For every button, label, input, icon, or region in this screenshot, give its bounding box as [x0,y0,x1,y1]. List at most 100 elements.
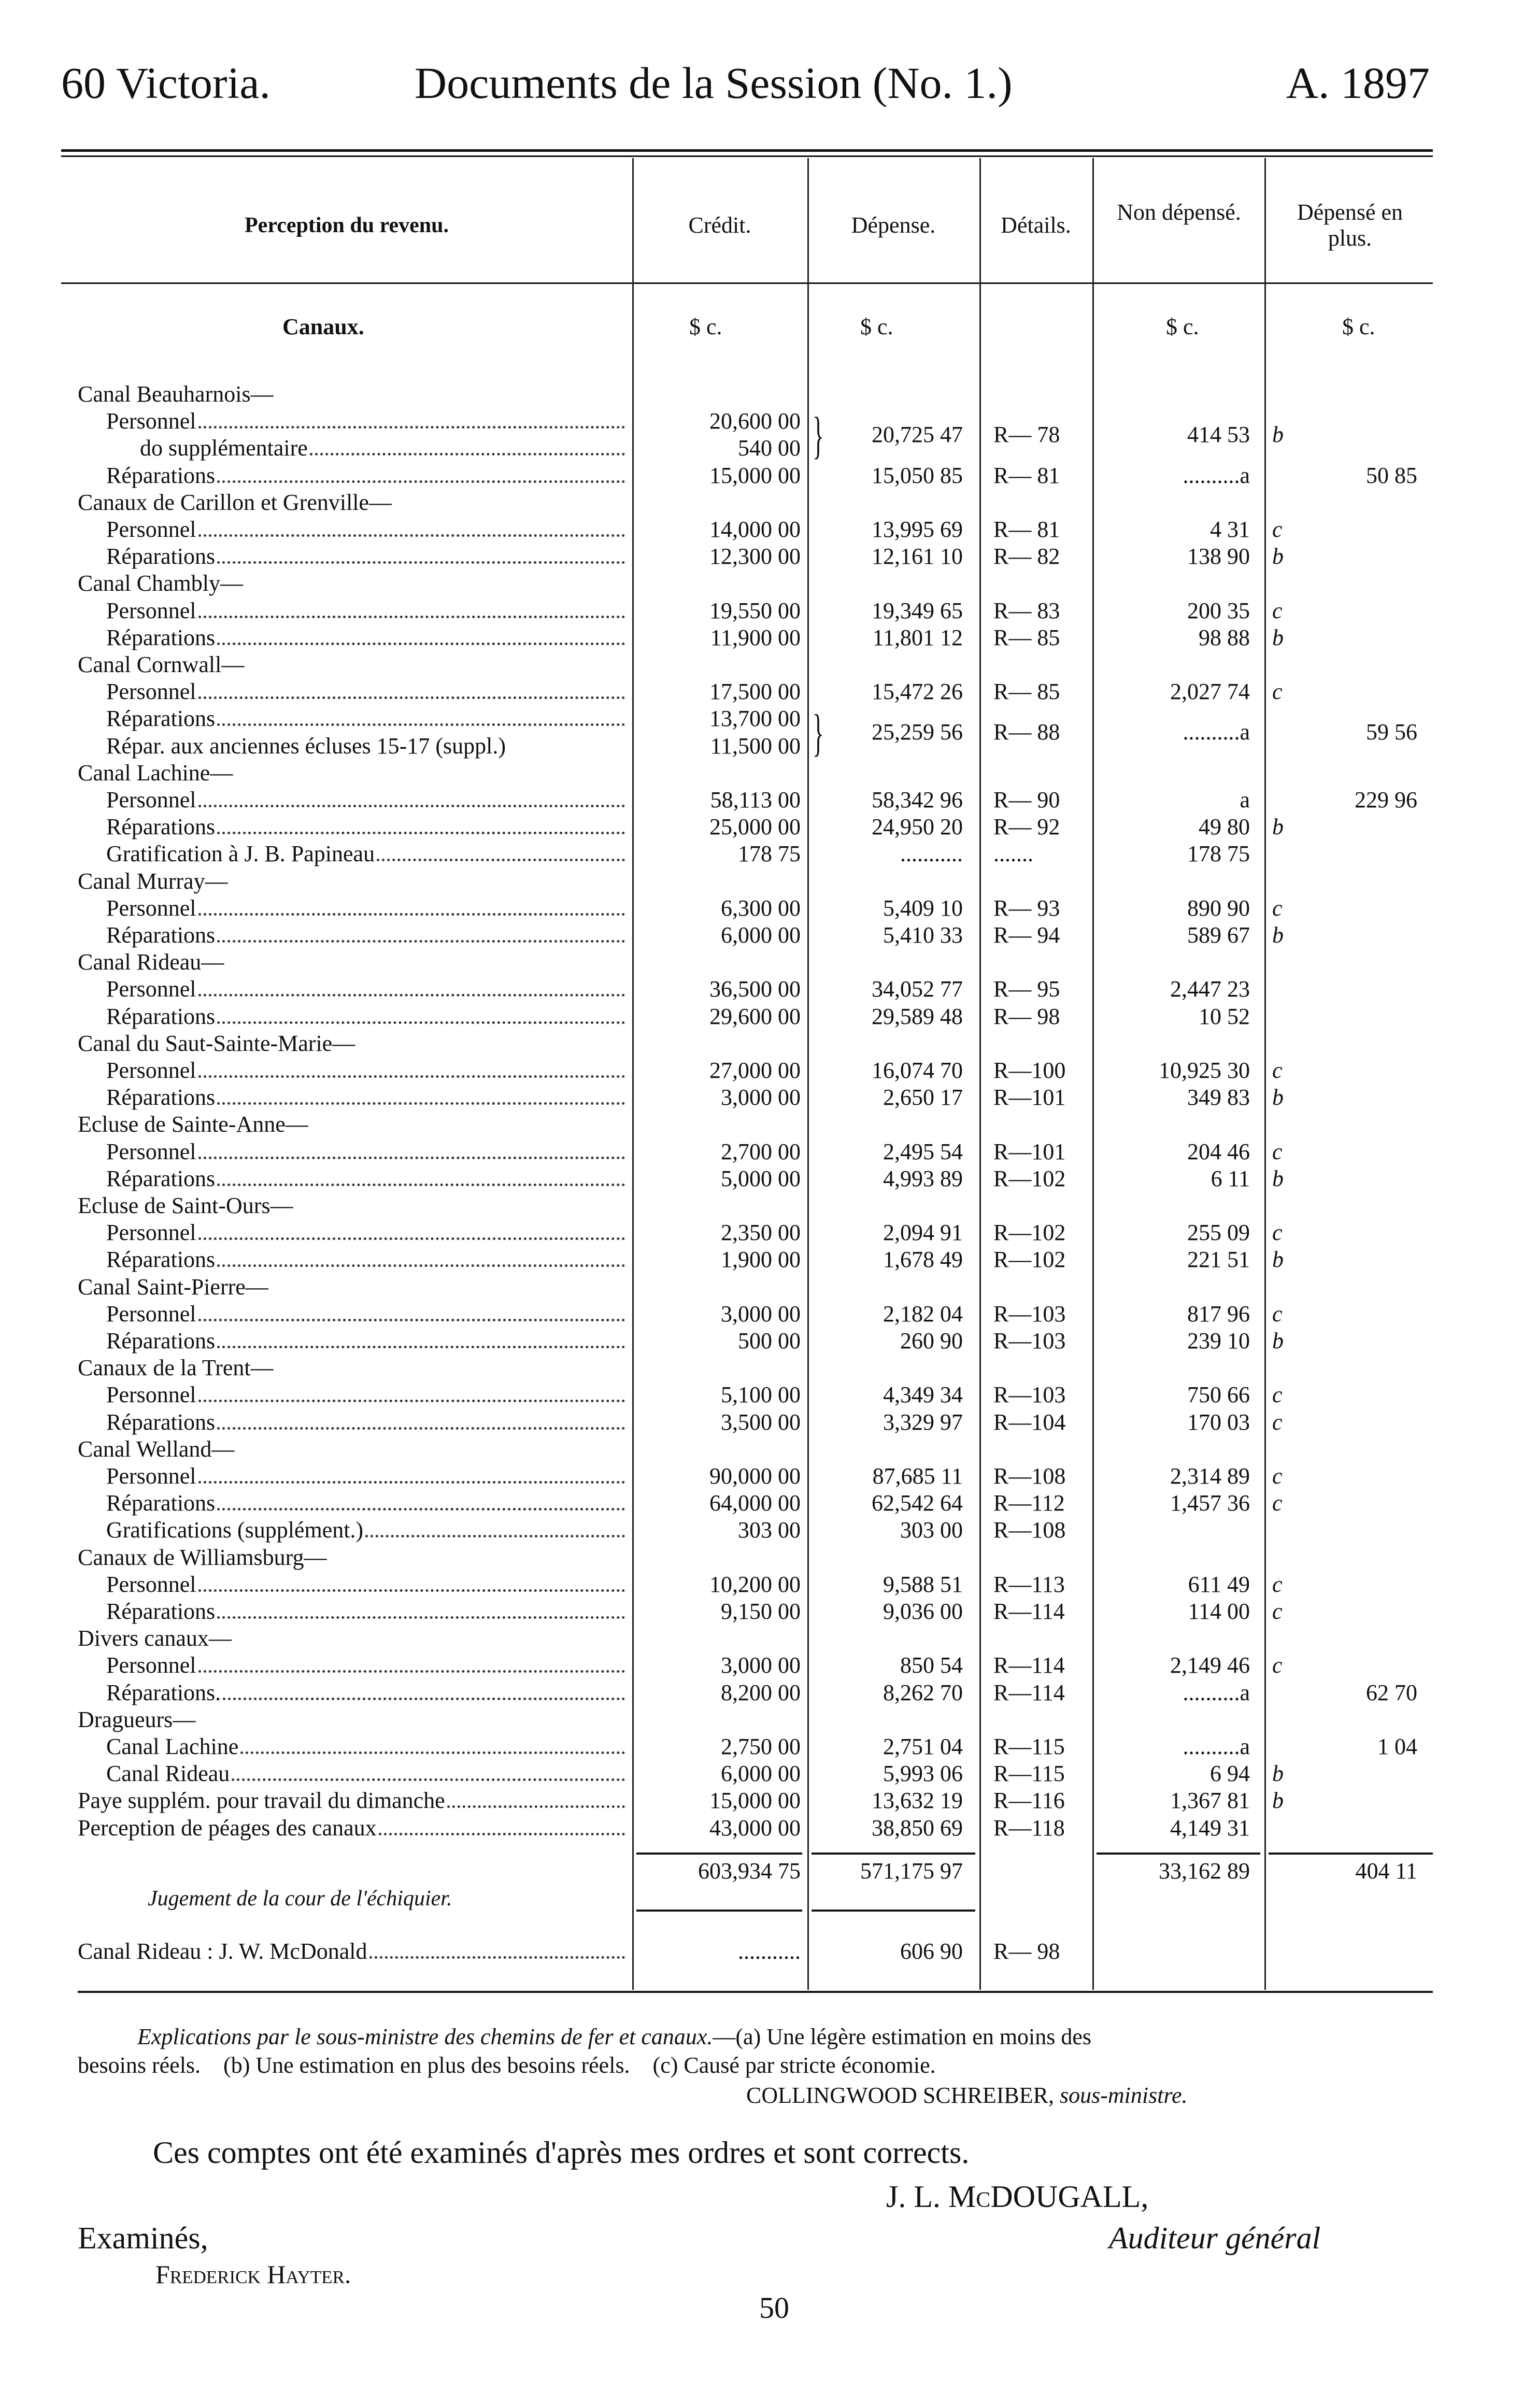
dot-leader [217,1346,625,1348]
total-non-depense: 33,162 89 [1159,1858,1250,1884]
row-label: Personnel [106,679,196,705]
total-plus: 404 11 [1355,1858,1417,1884]
cell-details: R— 90 [993,787,1060,813]
cell-credit: 3,500 00 [721,1409,801,1435]
dot-leader [217,1508,625,1511]
total-rule [636,1853,802,1855]
dot-leader [217,1616,625,1619]
dot-leader [217,940,625,943]
row-label: Personnel [106,1301,196,1327]
cell-credit: 17,500 00 [709,679,801,705]
unit-plus: $ c. [1342,314,1375,339]
row-label: Canal Cornwall— [78,652,245,677]
cell-depense: 850 54 [900,1652,963,1678]
unit-non-depense: $ c. [1166,314,1199,339]
cell-credit: 11,500 00 [710,733,801,759]
table-group-heading: Canal Welland— [0,1436,1523,1463]
subheader-canaux: Canaux. [282,314,364,339]
judgment-details: R— 98 [993,1939,1060,1964]
col-divider [1092,158,1094,1990]
dot-leader [217,1264,625,1267]
cell-depense: 5,409 10 [883,895,963,921]
cell-details: R—113 [993,1571,1065,1597]
table-row: Réparations 64,000 00 62,542 64 R—112 1,457 … [0,1490,1523,1517]
judgment-depense: 606 90 [900,1939,963,1964]
table-row: Réparations 500 00 260 90 R—103 239 10 b [0,1328,1523,1355]
bottom-rule [78,1991,1433,1993]
cell-note: b [1272,922,1284,948]
total-depense: 571,175 97 [860,1858,963,1884]
total-rule [1269,1853,1433,1855]
row-label: Canal Lachine— [78,760,233,786]
footnote-a: —(a) Une légère estimation en moins des [713,2024,1092,2049]
col-divider [979,158,981,1990]
judgment-label: Canal Rideau : J. W. McDonald [78,1939,367,1964]
table-group-heading: Canaux de la Trent— [0,1355,1523,1381]
table-row: Réparations 1,900 00 1,678 49 R—102 221 51 b [0,1246,1523,1273]
dot-leader [198,1670,625,1673]
cell-details: R—116 [993,1788,1065,1814]
dot-leader [198,696,625,700]
cell-credit: 2,750 00 [721,1734,801,1759]
cell-note: b [1272,1085,1284,1110]
cell-credit: 2,350 00 [721,1220,801,1246]
cell-note: b [1272,544,1284,569]
cell-credit: 29,600 00 [709,1003,801,1029]
cell-note: c [1272,1409,1283,1435]
cell-details: R—104 [993,1409,1066,1435]
cell-depense: 16,074 70 [872,1058,963,1083]
row-label: Personnel [106,1220,196,1246]
cell-credit: 3,000 00 [721,1652,801,1678]
table-group-heading: Divers canaux— [0,1625,1523,1652]
cell-credit: 2,700 00 [721,1138,801,1164]
row-label: Personnel [106,1571,196,1597]
cell-note: c [1272,517,1283,542]
top-rule-2 [61,155,1433,157]
cell-depense: 8,262 70 [883,1679,963,1705]
cell-non-depense: 2,314 89 [1170,1463,1250,1489]
dot-leader [198,1075,625,1078]
cell-non-depense: ..........a [1183,1679,1250,1705]
cell-depense: 260 90 [900,1328,963,1353]
dot-leader [217,1102,625,1105]
cell-note: c [1272,1382,1283,1408]
cell-note: c [1272,1652,1283,1678]
row-label: Ecluse de Sainte-Anne— [78,1112,308,1137]
cell-details: R— 81 [993,517,1060,542]
total-rule [1097,1853,1260,1855]
cell-details: R—115 [993,1761,1065,1787]
table-row: Personnel 19,550 00 19,349 65 R— 83 200 35 c [0,597,1523,624]
cell-note: c [1272,1138,1283,1164]
row-label: Canal Rideau— [78,949,224,975]
cell-depense: 9,036 00 [883,1599,963,1624]
cell-credit: 1,900 00 [721,1247,801,1273]
table-row: Personnel 17,500 00 15,472 26 R— 85 2,027 74… [0,678,1523,705]
cell-note: c [1272,1490,1283,1516]
cell-details: R—114 [993,1652,1065,1678]
dot-leader [309,453,625,456]
brace-icon: } [813,704,824,762]
cell-details: R—108 [993,1463,1066,1489]
cell-note: c [1272,1220,1283,1246]
cell-note: c [1272,597,1283,623]
table-group-heading: Canaux de Williamsburg— [0,1544,1523,1571]
table-row: Réparations 29,600 00 29,589 48 R— 98 10 52 [0,1003,1523,1030]
table-row: Réparations 12,300 00 12,161 10 R— 82 138 90… [0,543,1523,570]
table-row: Réparations 13,700 00} 25,259 56 R— 88.....… [0,705,1523,759]
cell-details: ....... [993,841,1033,867]
table-row: Personnel 5,100 00 4,349 34 R—103 750 66 c [0,1381,1523,1408]
cell-depense: ........... [900,841,963,867]
cell-note: b [1272,1165,1284,1191]
row-label: Personnel [106,895,196,921]
cell-details: R—112 [993,1490,1065,1516]
table-row: Réparations 25,000 00 24,950 20 R— 92 49 80 b [0,814,1523,840]
cell-details: R— 85 [993,679,1060,705]
cell-note: c [1272,679,1283,705]
cell-depense: 5,993 06 [883,1761,963,1787]
row-label: Réparations [106,1490,216,1516]
row-label: Ecluse de Saint-Ours— [78,1193,293,1218]
dot-leader [217,1427,625,1430]
cell-details: R—118 [993,1815,1065,1841]
examiner-name: Frederick Hayter. [155,2260,351,2289]
cell-non-depense: 2,149 46 [1170,1652,1250,1678]
